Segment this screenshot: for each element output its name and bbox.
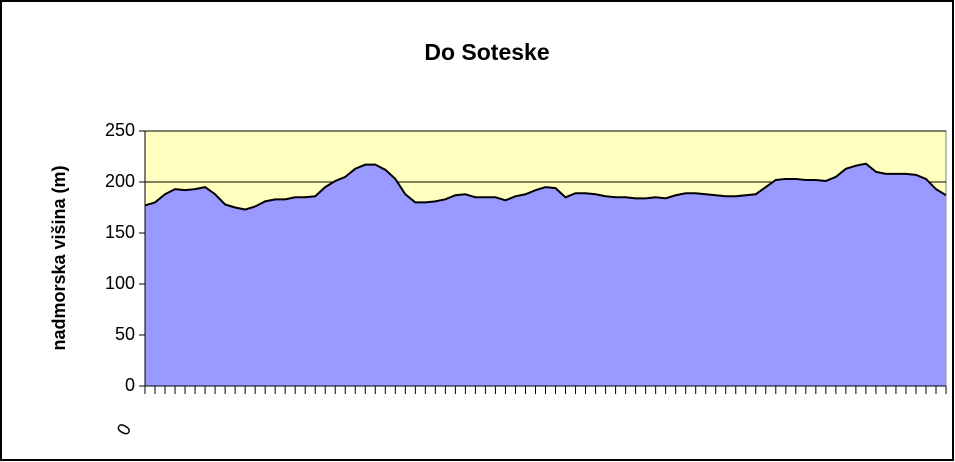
- chart-title: Do Soteske: [424, 39, 549, 65]
- y-tick-label: 50: [115, 324, 135, 344]
- y-axis-label: nadmorska višina (m): [49, 165, 69, 350]
- area-line: [144, 162, 947, 211]
- y-tick-label: 100: [105, 273, 135, 293]
- y-tick-label: 250: [105, 120, 135, 140]
- y-tick-label: 150: [105, 222, 135, 242]
- y-tick-label: 200: [105, 171, 135, 191]
- area: [145, 163, 946, 386]
- y-tick-label: 0: [125, 375, 135, 395]
